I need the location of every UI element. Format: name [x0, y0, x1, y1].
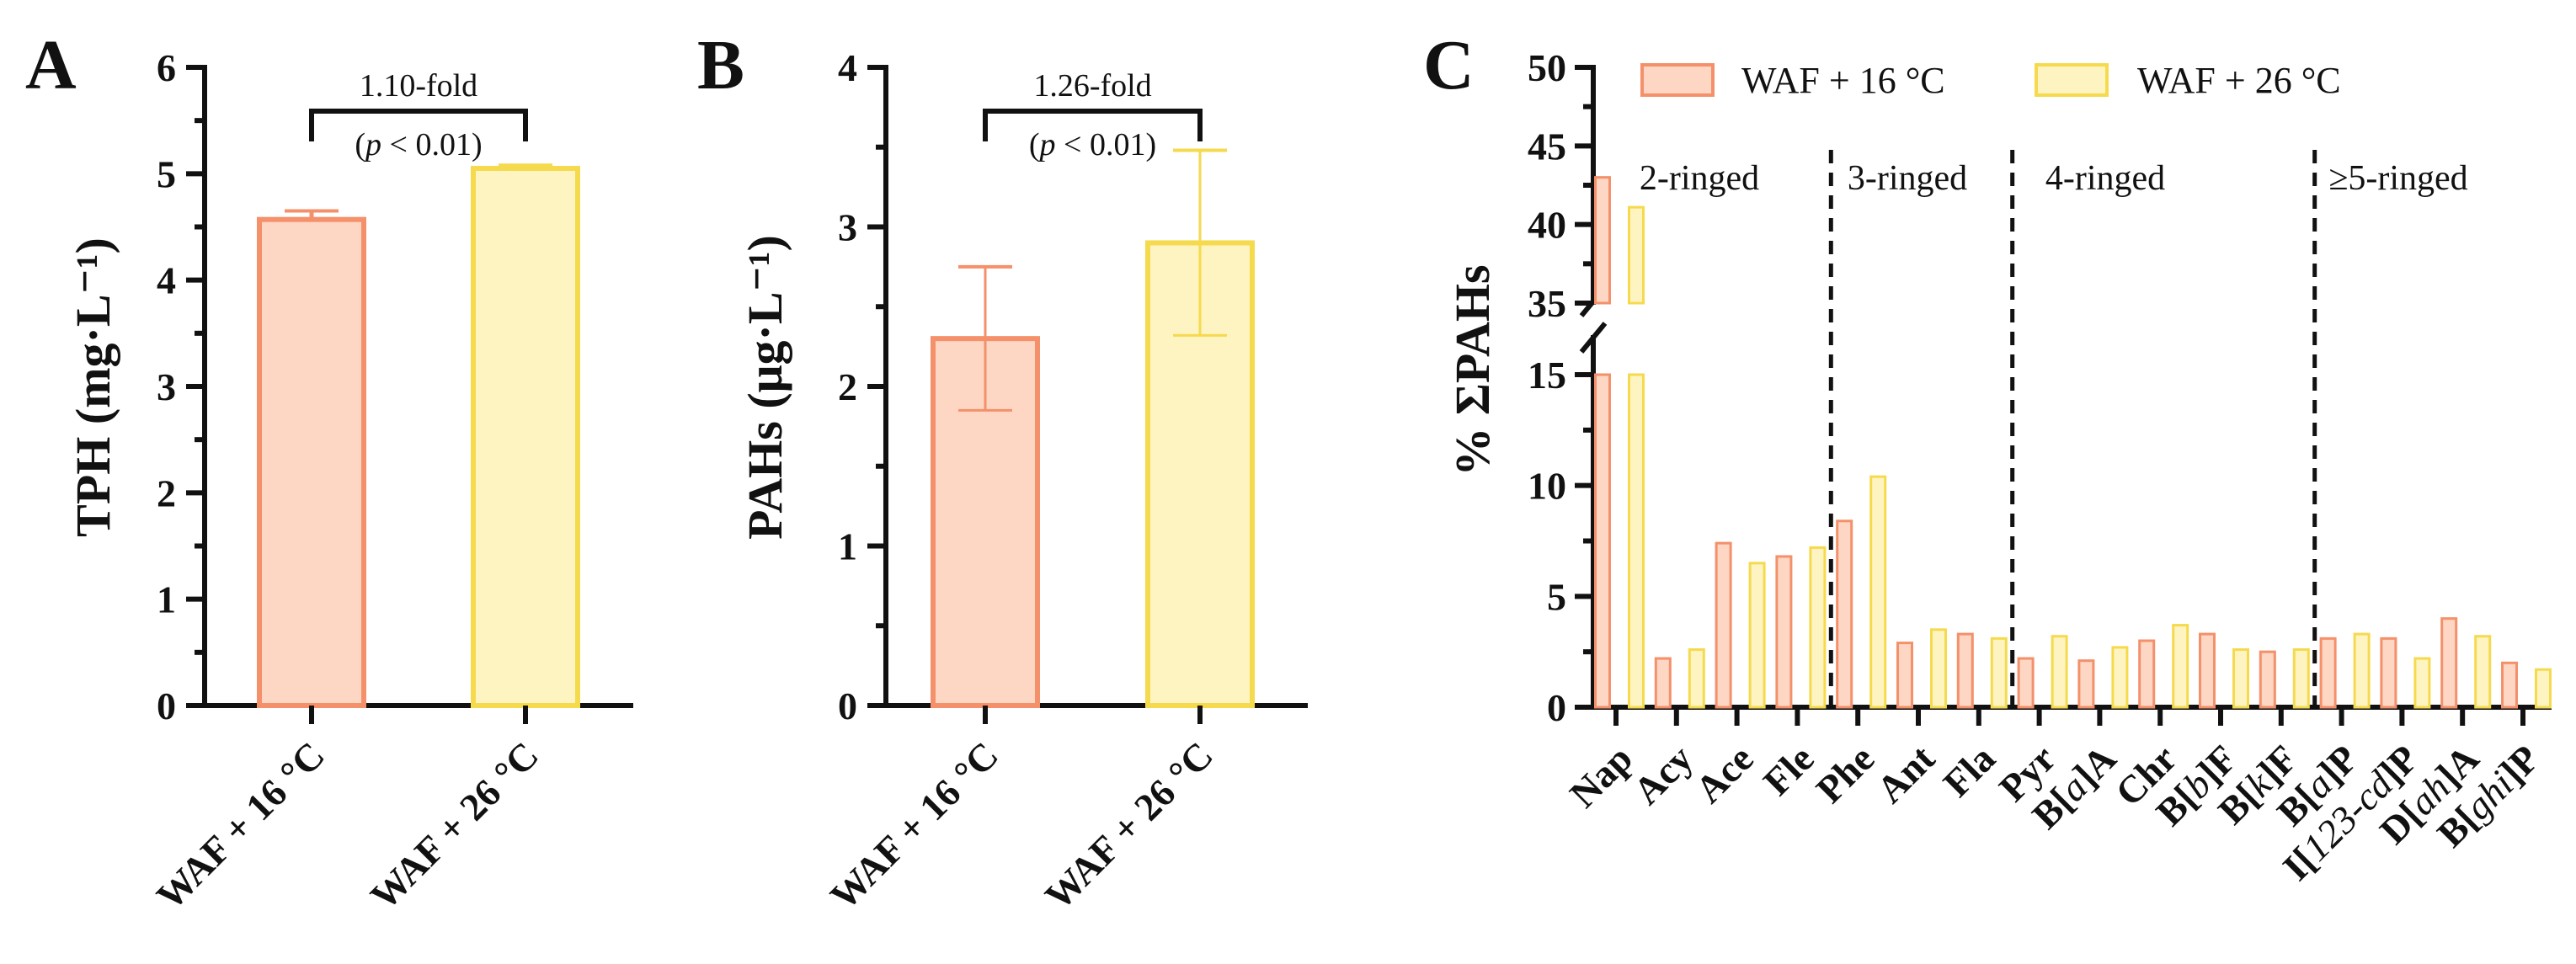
panel-b-bar — [931, 336, 1040, 708]
panel-a-fold-label: 1.10-fold — [360, 68, 477, 104]
panel-b-y-tick-label: 1 — [838, 525, 857, 568]
panel-c-y-tick-label: 40 — [1528, 204, 1566, 247]
panel-c-group-label: 3-ringed — [1848, 159, 1967, 198]
panel-b-significance-bracket — [983, 109, 1203, 141]
panel-c-bar — [1775, 555, 1793, 709]
panel-c-bar — [1594, 176, 1611, 305]
panel-c-x-category-label: Acy — [1625, 737, 1701, 812]
panel-c-bar — [2172, 624, 2189, 709]
panel-c-bar — [1715, 541, 1732, 709]
panel-c-bar — [1809, 546, 1827, 709]
panel-c-group-label: ≥5-ringed — [2328, 159, 2467, 198]
panel-a-y-tick-label: 0 — [157, 684, 176, 727]
panel-a-p-value-label: (p < 0.01) — [355, 127, 482, 162]
panel-c-bar — [2199, 632, 2216, 709]
panel-b-y-tick-label: 3 — [838, 206, 857, 249]
panel-a-y-tick-label: 6 — [157, 46, 176, 89]
panel-c-group-label: 4-ringed — [2045, 159, 2165, 198]
panel-c-bar — [2232, 648, 2249, 709]
panel-c-x-category-label: Fla — [1935, 737, 2003, 805]
panel-b-y-axis-title: PAHs (μg·L⁻¹) — [738, 235, 792, 540]
panel-c-x-category-label: Ant — [1869, 737, 1944, 812]
panel-a-x-category-label: WAF + 26 °C — [362, 733, 547, 918]
panel-b-x-category-label: WAF + 16 °C — [822, 733, 1006, 918]
panel-c-bar — [2111, 646, 2129, 709]
panel-c-axis-break-mark — [1579, 322, 1608, 354]
panel-b-y-tick-label: 2 — [838, 365, 857, 408]
panel-c-chart: 05101535404550NapAcyAceFlePheAntFlaPyrB[… — [1528, 46, 2552, 889]
panel-c-y-tick-label: 50 — [1528, 46, 1566, 89]
panel-b-y-tick-label: 4 — [838, 46, 857, 89]
panel-c-bar — [1869, 475, 1887, 709]
panel-c-y-tick-label: 35 — [1528, 282, 1566, 325]
panel-letter-b: B — [697, 26, 744, 104]
panel-c-bar — [2474, 635, 2492, 709]
panel-c-y-axis-title: % ΣPAHs — [1445, 264, 1500, 476]
panel-c-bar — [2413, 657, 2431, 709]
panel-c-bar — [1654, 657, 1672, 709]
panel-c-bar — [2077, 659, 2095, 709]
legend-swatch-26c — [2035, 63, 2109, 97]
panel-c-bar — [1836, 519, 1853, 709]
panel-c-bar — [2292, 648, 2310, 709]
panel-c-bar — [1990, 636, 2008, 709]
panel-b-x-category-label: WAF + 26 °C — [1037, 733, 1221, 918]
panel-c-y-tick-label: 10 — [1528, 465, 1566, 508]
panel-c-bar — [2501, 661, 2518, 709]
panel-a-y-tick-label: 5 — [157, 152, 176, 195]
panel-b-y-tick-label: 0 — [838, 684, 857, 727]
panel-c-bar — [2138, 639, 2156, 709]
panel-a-significance-bracket — [309, 109, 528, 141]
panel-c-bar — [1748, 562, 1766, 709]
panel-c-bar — [1688, 648, 1705, 709]
panel-c-x-category-label: Ace — [1687, 737, 1761, 811]
panel-a-bar — [471, 166, 580, 708]
panel-c-bar — [2259, 650, 2276, 709]
panel-c-bar — [1628, 205, 1645, 305]
panel-letter-a: A — [25, 26, 77, 104]
panel-c-bar — [2380, 636, 2397, 709]
panel-c-bar — [2319, 636, 2337, 709]
panel-c-bar — [2051, 635, 2068, 709]
panel-c-bar — [1628, 373, 1645, 709]
panel-c-x-category-label: Phe — [1808, 737, 1882, 811]
panel-c-x-category-label: Fle — [1755, 737, 1821, 803]
panel-b-p-value-label: (p < 0.01) — [1029, 127, 1156, 162]
panel-c-bar — [1594, 373, 1611, 709]
panel-c-y-tick-label: 5 — [1547, 575, 1566, 618]
panel-c-bar — [2353, 632, 2371, 709]
legend-swatch-16c — [1640, 63, 1715, 97]
panel-c-group-label: 2-ringed — [1640, 159, 1759, 198]
panel-c-bar — [2440, 617, 2458, 709]
panel-letter-c: C — [1423, 26, 1475, 104]
panel-a-y-axis-title: TPH (mg·L⁻¹) — [66, 237, 120, 537]
panel-a-chart: 0 1 2 3 4 5 6 WAF + 16 °C WAF + 26 °C 1.10-fold (p… — [148, 46, 633, 918]
panel-a-bar — [257, 216, 366, 708]
legend-label-26c: WAF + 26 °C — [2137, 60, 2341, 101]
panel-c-bar — [1930, 628, 1947, 709]
panel-b-fold-label: 1.26-fold — [1033, 68, 1151, 104]
panel-a-y-tick-label: 3 — [157, 365, 176, 408]
panel-c-y-tick-label: 15 — [1528, 354, 1566, 397]
panel-c-y-tick-label: 45 — [1528, 125, 1566, 168]
panel-c-y-tick-label: 0 — [1547, 686, 1566, 729]
panel-a-y-tick-label: 4 — [157, 259, 176, 302]
panel-c-bar — [1956, 632, 1974, 709]
panel-c-bar — [1896, 642, 1913, 709]
panel-c-bar — [2535, 668, 2552, 709]
panel-b-chart: 0 1 2 3 4 WAF + 16 °C WAF + 26 °C 1.26-fold (p <… — [822, 46, 1308, 918]
panel-c-bar — [2017, 657, 2035, 709]
panel-a-x-category-label: WAF + 16 °C — [148, 733, 333, 918]
panel-c-x-category-label: Nap — [1561, 737, 1640, 816]
legend-label-16c: WAF + 16 °C — [1741, 60, 1945, 101]
panel-a-y-tick-label: 1 — [157, 578, 176, 621]
panel-a-y-tick-label: 2 — [157, 471, 176, 514]
